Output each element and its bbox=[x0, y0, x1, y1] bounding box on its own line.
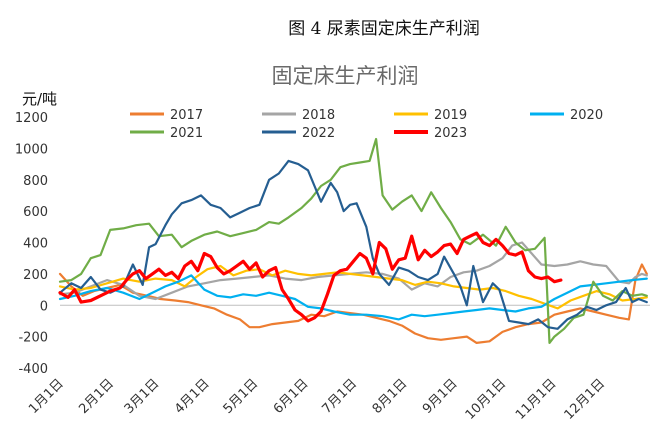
x-axis-tick-labels: 1月1日 2月1日 3月1日 4月1日 5月1日 6月1日 7月1日 8月1日 9月1日 10月1… bbox=[26, 376, 608, 423]
legend-label: 2019 bbox=[434, 108, 467, 123]
y-tick-label: -400 bbox=[18, 362, 48, 377]
x-tick-label: 5月1日 bbox=[221, 376, 262, 417]
y-tick-label: 800 bbox=[23, 174, 48, 189]
legend-item-2022: 2022 bbox=[262, 126, 335, 141]
chart-title: 固定床生产利润 bbox=[272, 64, 419, 88]
legend-item-2019: 2019 bbox=[394, 108, 467, 123]
series-line-2020 bbox=[58, 274, 648, 321]
x-tick-label: 8月1日 bbox=[370, 376, 411, 417]
x-tick-label: 6月1日 bbox=[271, 376, 312, 417]
series-line-2023 bbox=[58, 231, 563, 323]
legend-label: 2018 bbox=[302, 108, 335, 123]
y-tick-label: 600 bbox=[23, 205, 48, 220]
legend-label: 2017 bbox=[170, 108, 203, 123]
series-line-2018 bbox=[58, 241, 648, 301]
plot-area bbox=[58, 137, 648, 344]
series-line-2022 bbox=[58, 159, 648, 330]
y-tick-label: 1000 bbox=[15, 142, 48, 157]
y-tick-label: 1200 bbox=[15, 111, 48, 126]
x-tick-label: 10月1日 bbox=[463, 376, 510, 423]
legend-label: 2020 bbox=[570, 108, 603, 123]
series-line-2019 bbox=[58, 264, 648, 310]
legend-item-2018: 2018 bbox=[262, 108, 335, 123]
legend-item-2020: 2020 bbox=[530, 108, 603, 123]
x-tick-label: 1月1日 bbox=[26, 376, 67, 417]
x-tick-label: 4月1日 bbox=[172, 376, 213, 417]
x-tick-label: 7月1日 bbox=[320, 376, 361, 417]
y-axis-unit-label: 元/吨 bbox=[22, 90, 57, 108]
y-tick-label: 0 bbox=[40, 299, 48, 314]
y-tick-label: 200 bbox=[23, 268, 48, 283]
legend-label: 2021 bbox=[170, 126, 203, 141]
figure-title: 图 4 尿素固定床生产利润 bbox=[288, 19, 480, 39]
legend: 2017 2018 2019 2020 2021 2022 2023 bbox=[130, 108, 603, 141]
x-tick-label: 11月1日 bbox=[513, 376, 560, 423]
legend-label: 2022 bbox=[302, 126, 335, 141]
x-tick-label: 3月1日 bbox=[122, 376, 163, 417]
x-tick-label: 2月1日 bbox=[76, 376, 117, 417]
series-line-2021 bbox=[58, 137, 648, 344]
legend-label: 2023 bbox=[434, 126, 467, 141]
y-tick-label: -200 bbox=[18, 331, 48, 346]
x-tick-label: 12月1日 bbox=[562, 376, 609, 423]
x-tick-label: 9月1日 bbox=[420, 376, 461, 417]
legend-item-2021: 2021 bbox=[130, 126, 203, 141]
y-axis-tick-labels: -400 -200 0 200 400 600 800 1000 1200 bbox=[15, 111, 48, 377]
y-tick-label: 400 bbox=[23, 237, 48, 252]
legend-item-2017: 2017 bbox=[130, 108, 203, 123]
legend-item-2023: 2023 bbox=[394, 126, 467, 141]
